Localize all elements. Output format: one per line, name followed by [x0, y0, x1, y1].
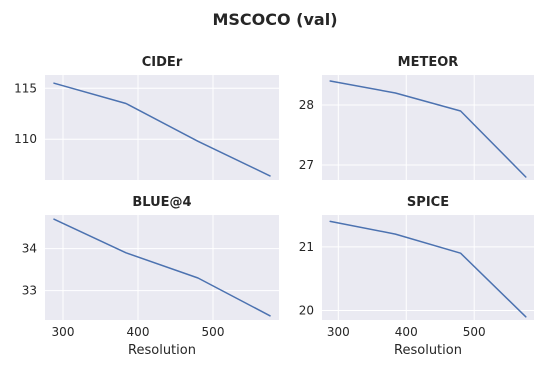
plot-area-cider — [45, 75, 279, 180]
series-line-spice — [329, 220, 527, 318]
x-tick-label: 300 — [327, 325, 350, 339]
x-tick-label: 500 — [463, 325, 486, 339]
x-axis-label: Resolution — [394, 343, 462, 358]
y-tick-label: 115 — [14, 81, 37, 95]
panel-title-blue-4: BLUE@4 — [132, 195, 191, 210]
y-tick-label: 33 — [22, 284, 37, 298]
series-line-cider — [53, 82, 271, 177]
plot-area-meteor — [322, 75, 534, 180]
y-tick-label: 34 — [22, 242, 37, 256]
x-axis-label: Resolution — [128, 343, 196, 358]
subplot-cider: 110 115 CIDEr — [14, 55, 279, 180]
y-tick-label: 28 — [299, 98, 314, 112]
plot-area-spice — [322, 215, 534, 320]
figure-title: MSCOCO (val) — [212, 10, 337, 29]
subplot-meteor: 27 28 METEOR — [299, 55, 534, 180]
y-tick-label: 27 — [299, 158, 314, 172]
y-tick-label: 20 — [299, 303, 314, 317]
x-tick-label: 300 — [52, 325, 75, 339]
y-tick-label: 110 — [14, 132, 37, 146]
series-line-blue-4 — [53, 218, 271, 317]
panel-title-cider: CIDEr — [142, 55, 183, 70]
subplot-spice: 20 21 300 400 500 SPICE Resolution — [299, 195, 534, 358]
panel-title-meteor: METEOR — [398, 55, 459, 70]
subplots: 110 115 CIDEr 27 28 METEOR 33 34 300 400 500 BLUE@4… — [14, 55, 534, 358]
series-line-meteor — [329, 80, 527, 178]
y-tick-label: 21 — [299, 240, 314, 254]
x-tick-label: 400 — [127, 325, 150, 339]
x-tick-label: 500 — [202, 325, 225, 339]
panel-title-spice: SPICE — [407, 195, 449, 210]
x-tick-label: 400 — [395, 325, 418, 339]
subplot-blue-4: 33 34 300 400 500 BLUE@4 Resolution — [22, 195, 279, 358]
